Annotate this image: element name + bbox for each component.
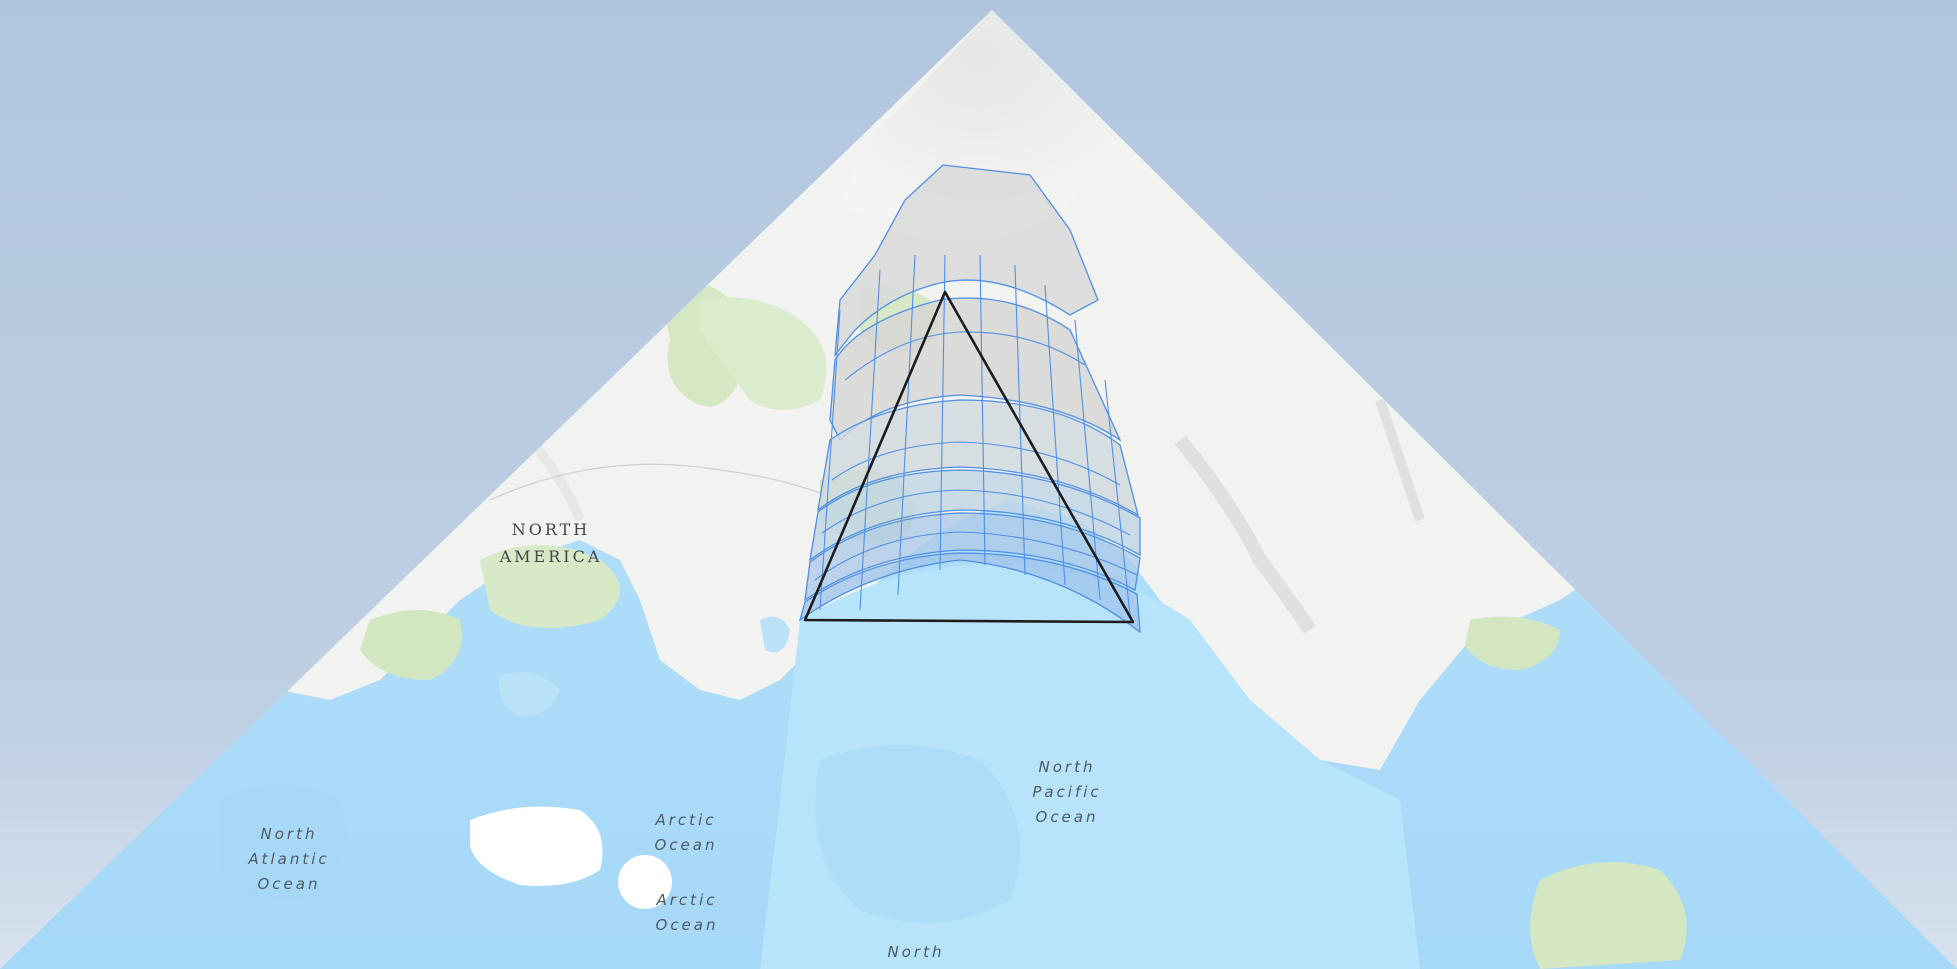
pole-marker — [618, 855, 672, 909]
label-north-pacific-ocean: North Pacific Ocean — [1032, 758, 1102, 826]
grid-outer-cell — [834, 164, 1099, 358]
label-north-america: NORTH AMERICA — [499, 520, 603, 566]
label-north-bottom: North — [887, 943, 945, 961]
label-north-atlantic-ocean: North Atlantic Ocean — [248, 825, 330, 893]
coverage-grid — [798, 164, 1141, 634]
label-arctic-ocean-lower: Arctic Ocean — [655, 891, 719, 934]
triangle-overlay — [803, 290, 1135, 624]
inland-lake — [499, 672, 560, 716]
label-arctic-ocean-upper: Arctic Ocean — [654, 811, 718, 854]
island — [470, 806, 603, 886]
